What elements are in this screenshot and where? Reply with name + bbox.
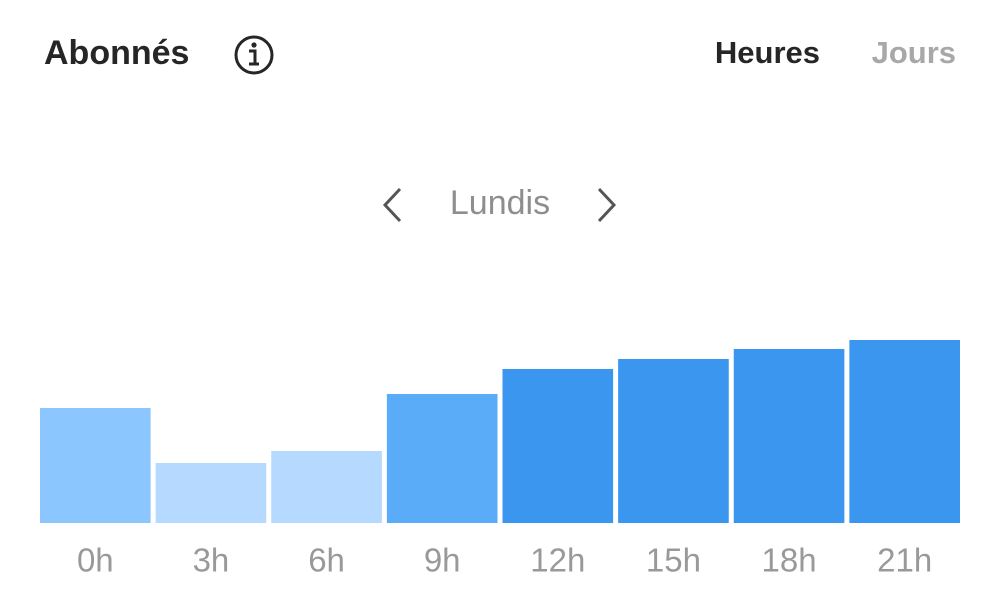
bar: [618, 359, 729, 523]
x-tick-label: 0h: [77, 542, 114, 579]
x-tick-label: 9h: [424, 542, 461, 579]
tab-days[interactable]: Jours: [872, 35, 956, 70]
bar: [502, 369, 614, 523]
bar: [849, 340, 960, 523]
tab-hours[interactable]: Heures: [715, 35, 820, 70]
x-tick-label: 3h: [193, 542, 230, 579]
x-tick-label: 21h: [877, 542, 932, 579]
x-tick-label: 6h: [308, 542, 345, 579]
bar: [155, 463, 267, 523]
bar: [386, 394, 498, 523]
bar: [733, 349, 845, 523]
prev-arrow[interactable]: [382, 187, 402, 223]
x-tick-label: 12h: [530, 542, 585, 579]
card-title: Abonnés: [44, 34, 189, 72]
day-label: Lundis: [450, 184, 550, 222]
bar: [40, 408, 151, 523]
x-tick-label: 15h: [646, 542, 701, 579]
next-arrow[interactable]: [597, 187, 617, 223]
x-tick-label: 18h: [762, 542, 817, 579]
info-icon[interactable]: [234, 35, 274, 75]
bar: [271, 451, 382, 523]
